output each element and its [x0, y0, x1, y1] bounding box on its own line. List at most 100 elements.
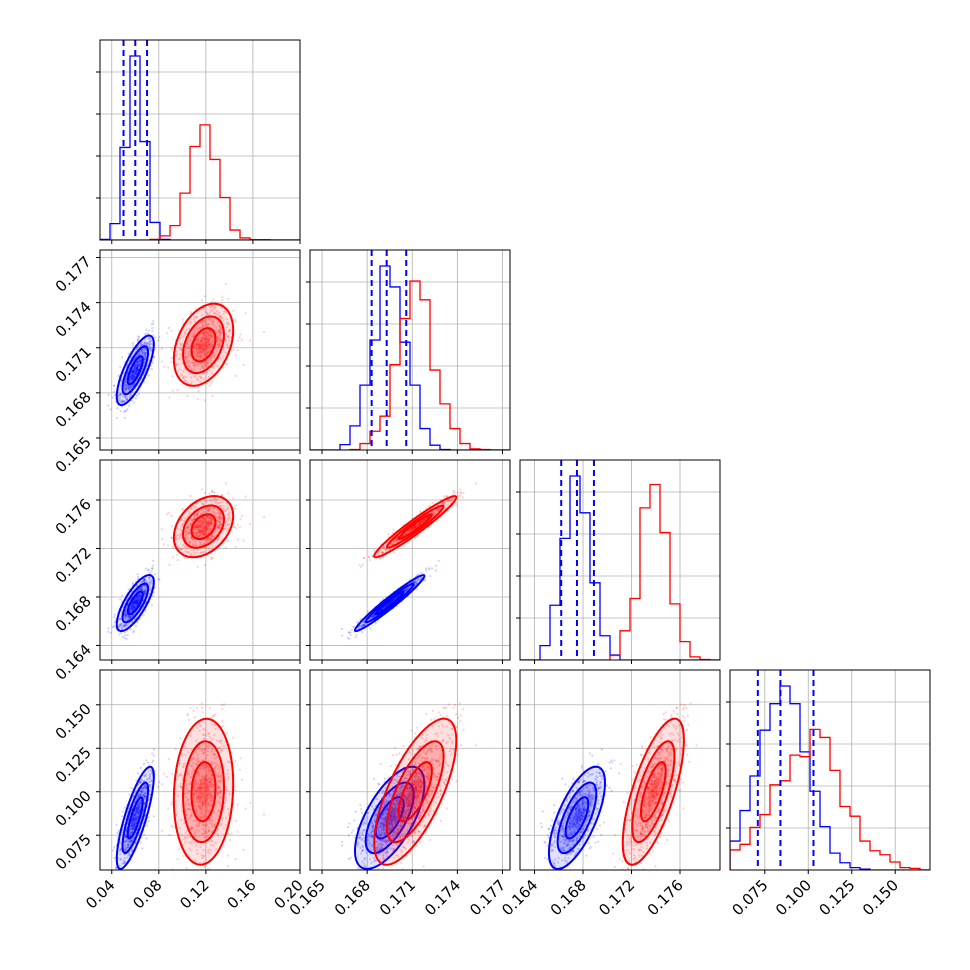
scatter-point: [202, 331, 205, 335]
scatter-point: [144, 592, 147, 596]
scatter-point: [131, 371, 134, 374]
scatter-point: [202, 532, 205, 535]
scatter-point: [222, 504, 225, 507]
scatter-point: [190, 361, 193, 364]
scatter-point: [193, 514, 196, 517]
scatter-point: [132, 375, 135, 378]
scatter-point: [199, 520, 202, 524]
scatter-point: [189, 310, 193, 314]
scatter-point: [137, 352, 140, 355]
scatter-point: [129, 606, 133, 609]
scatter-point: [143, 354, 146, 357]
scatter-point: [210, 334, 213, 337]
scatter-point: [111, 849, 114, 852]
scatter-point: [203, 334, 206, 337]
scatter-point: [131, 608, 134, 611]
scatter-point: [129, 375, 132, 378]
scatter-point: [204, 321, 207, 324]
scatter-point: [202, 531, 205, 534]
scatter-point: [142, 352, 146, 355]
scatter-point: [227, 338, 230, 341]
scatter-point: [442, 495, 445, 498]
scatter-point: [167, 326, 171, 330]
scatter-point: [116, 407, 119, 410]
scatter-point: [183, 557, 186, 560]
scatter-point: [216, 359, 220, 362]
scatter-point: [136, 353, 140, 357]
scatter-point: [176, 388, 179, 391]
scatter-point: [226, 518, 230, 521]
scatter-point: [136, 368, 139, 371]
scatter-point: [175, 527, 179, 530]
scatter-point: [157, 577, 160, 581]
scatter-point: [132, 631, 135, 634]
scatter-point: [135, 360, 138, 364]
scatter-point: [192, 350, 195, 353]
scatter-point: [142, 347, 146, 350]
scatter-point: [196, 338, 199, 341]
scatter-point: [198, 346, 201, 349]
scatter-point: [203, 332, 206, 335]
scatter-point: [144, 588, 147, 591]
scatter-point: [124, 612, 127, 615]
scatter-point: [211, 320, 214, 323]
scatter-point: [187, 359, 190, 362]
scatter-point: [151, 567, 154, 570]
scatter-point: [170, 356, 173, 360]
scatter-point: [117, 874, 119, 876]
scatter-point: [151, 567, 154, 570]
scatter-point: [121, 628, 124, 631]
scatter-point: [137, 596, 140, 599]
scatter-point: [211, 518, 214, 521]
scatter-point: [217, 526, 220, 529]
scatter-point: [207, 359, 210, 362]
scatter-point: [203, 519, 206, 522]
scatter-point: [144, 347, 147, 351]
scatter-point: [127, 386, 131, 389]
scatter-point: [205, 359, 208, 363]
scatter-point: [135, 371, 138, 374]
scatter-point: [162, 543, 166, 546]
scatter-point: [206, 354, 209, 357]
scatter-point: [211, 534, 214, 538]
scatter-point: [204, 521, 207, 524]
scatter-point: [203, 347, 206, 351]
scatter-point: [192, 333, 195, 337]
scatter-point: [197, 342, 201, 346]
scatter-point: [228, 514, 231, 517]
scatter-point: [199, 345, 203, 348]
scatter-point: [143, 584, 146, 587]
scatter-point: [143, 591, 146, 595]
scatter-point: [119, 394, 122, 397]
scatter-point: [203, 329, 207, 333]
scatter-point: [209, 499, 212, 502]
scatter-point: [132, 375, 136, 378]
scatter-point: [129, 373, 132, 376]
scatter-point: [131, 372, 135, 375]
scatter-point: [135, 364, 138, 367]
scatter-point: [185, 342, 189, 345]
scatter-point: [209, 333, 212, 336]
scatter-point: [143, 361, 146, 364]
scatter-point: [209, 331, 212, 334]
scatter-point: [457, 494, 460, 497]
scatter-point: [129, 610, 132, 613]
scatter-point: [218, 345, 221, 348]
scatter-point: [425, 569, 428, 572]
scatter-point: [131, 583, 134, 586]
scatter-point: [204, 530, 207, 534]
scatter-point: [210, 359, 213, 362]
scatter-point: [138, 597, 141, 600]
scatter-point: [204, 354, 207, 357]
scatter-point: [224, 522, 227, 525]
scatter-point: [133, 600, 136, 603]
scatter-point: [170, 536, 173, 539]
scatter-point: [123, 634, 126, 637]
scatter-point: [201, 326, 204, 329]
scatter-point: [228, 339, 231, 343]
scatter-point: [130, 604, 133, 607]
scatter-point: [129, 380, 132, 383]
scatter-point: [206, 352, 209, 355]
scatter-point: [224, 509, 227, 512]
scatter-point: [126, 623, 129, 626]
